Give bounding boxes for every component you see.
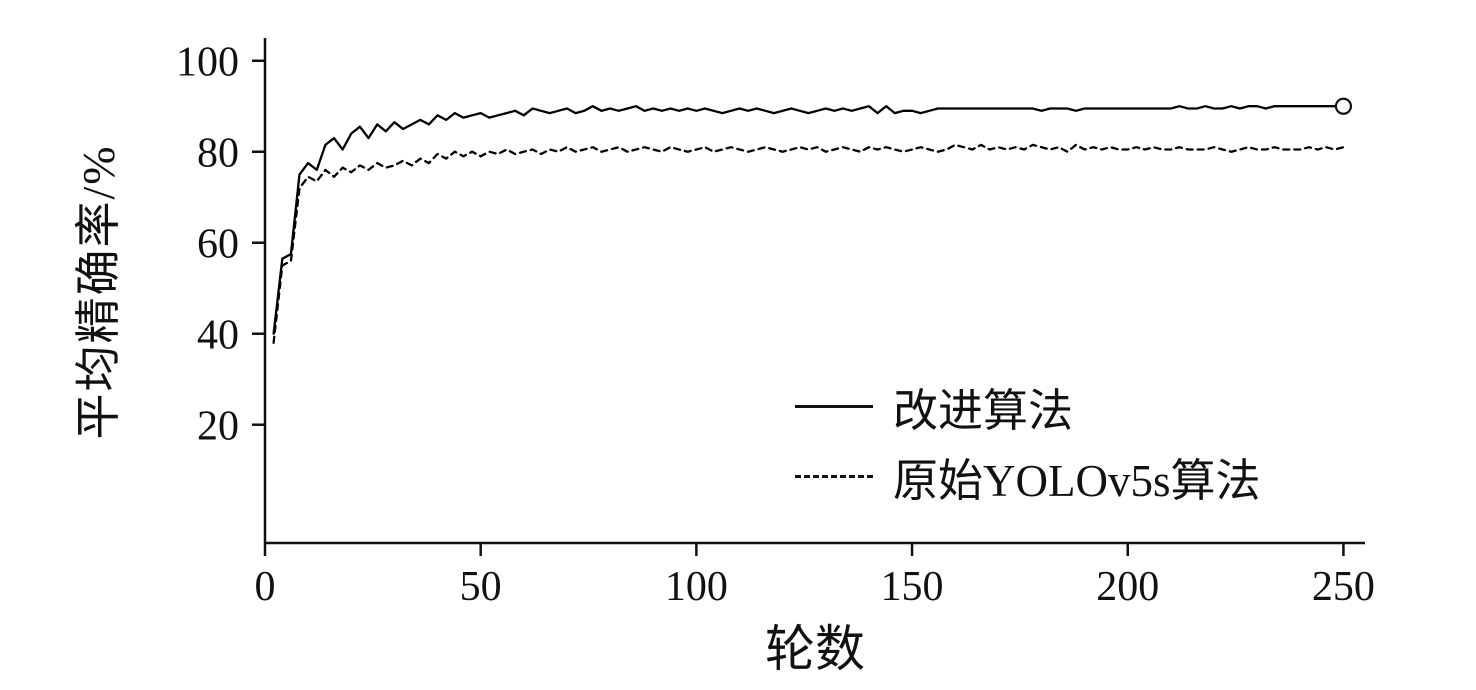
svg-text:100: 100 xyxy=(665,564,728,610)
svg-text:0: 0 xyxy=(255,564,276,610)
x-axis-label: 轮数 xyxy=(765,621,865,677)
svg-text:40: 40 xyxy=(197,313,239,359)
legend-label-improved: 改进算法 xyxy=(893,385,1074,436)
y-axis-label: 平均精确率/% xyxy=(73,144,124,440)
solid-line-sample-icon xyxy=(795,404,873,408)
svg-text:60: 60 xyxy=(197,222,239,268)
svg-text:50: 50 xyxy=(460,564,502,610)
dashed-line-sample-icon xyxy=(795,474,873,478)
legend-item-original: 原始YOLOv5s算法 xyxy=(795,448,1261,506)
legend-label-original: 原始YOLOv5s算法 xyxy=(893,455,1261,506)
svg-text:200: 200 xyxy=(1096,564,1159,610)
svg-text:150: 150 xyxy=(881,564,944,610)
svg-text:80: 80 xyxy=(197,131,239,177)
svg-text:20: 20 xyxy=(197,404,239,450)
svg-text:100: 100 xyxy=(176,40,239,86)
legend: 改进算法 原始YOLOv5s算法 xyxy=(795,378,1261,506)
legend-item-improved: 改进算法 xyxy=(795,378,1261,436)
svg-text:250: 250 xyxy=(1312,564,1375,610)
